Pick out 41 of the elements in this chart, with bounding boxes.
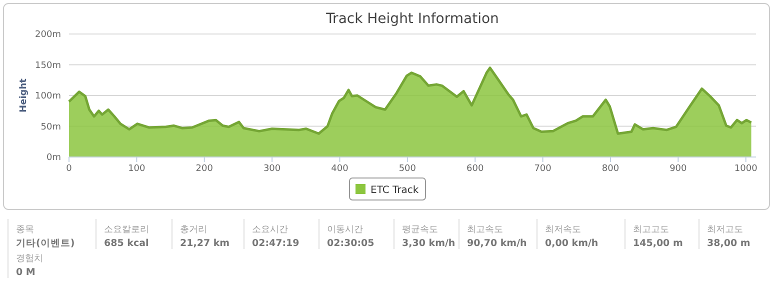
y-tick-label: 0m <box>46 153 61 163</box>
text: 38,00 m <box>707 238 750 249</box>
text: 02:30:05 <box>327 238 374 249</box>
x-tick-label: 700 <box>534 164 552 174</box>
y-tick-label: 100m <box>35 92 61 102</box>
x-tick-label: 500 <box>398 164 416 174</box>
text: 02:47:19 <box>252 238 300 249</box>
y-tick-label: 150m <box>35 60 61 71</box>
x-tick-label: 400 <box>331 164 349 174</box>
x-tick-label: 900 <box>670 164 688 174</box>
text: 145,00 m <box>633 238 683 249</box>
text: 이동시간 <box>327 225 363 235</box>
text: 최저고도 <box>707 225 743 235</box>
x-tick-label: 300 <box>263 164 281 174</box>
text: 평균속도 <box>402 225 438 235</box>
y-tick-label: 50m <box>40 122 61 132</box>
x-tick-label: 1000 <box>734 164 758 174</box>
chart-title: Track Height Information <box>325 11 499 27</box>
text: 최저속도 <box>545 225 581 235</box>
text: 최고고도 <box>633 225 669 235</box>
text: 최고속도 <box>467 225 503 235</box>
text: 90,70 km/h <box>467 238 528 249</box>
legend-label: ETC Track <box>370 185 419 196</box>
text: 종목 <box>16 225 34 235</box>
x-tick-label: 600 <box>466 164 484 174</box>
text: 소요칼로리 <box>104 225 149 235</box>
x-tick-label: 800 <box>602 164 620 174</box>
x-tick-label: 200 <box>196 164 214 174</box>
x-tick-label: 0 <box>66 164 72 174</box>
y-tick-label: 200m <box>35 30 61 40</box>
text: 685 kcal <box>104 238 149 249</box>
text: 0 M <box>16 267 36 278</box>
text: 3,30 km/h <box>402 238 456 249</box>
text: 소요시간 <box>252 225 288 235</box>
text: 총거리 <box>180 225 207 235</box>
text: 경험치 <box>16 254 43 264</box>
y-axis-title: Height <box>19 78 29 112</box>
x-tick-label: 100 <box>128 164 146 174</box>
text: 21,27 km <box>180 238 230 249</box>
text: 기타(이벤트) <box>16 238 75 249</box>
text: 0,00 km/h <box>545 238 598 249</box>
